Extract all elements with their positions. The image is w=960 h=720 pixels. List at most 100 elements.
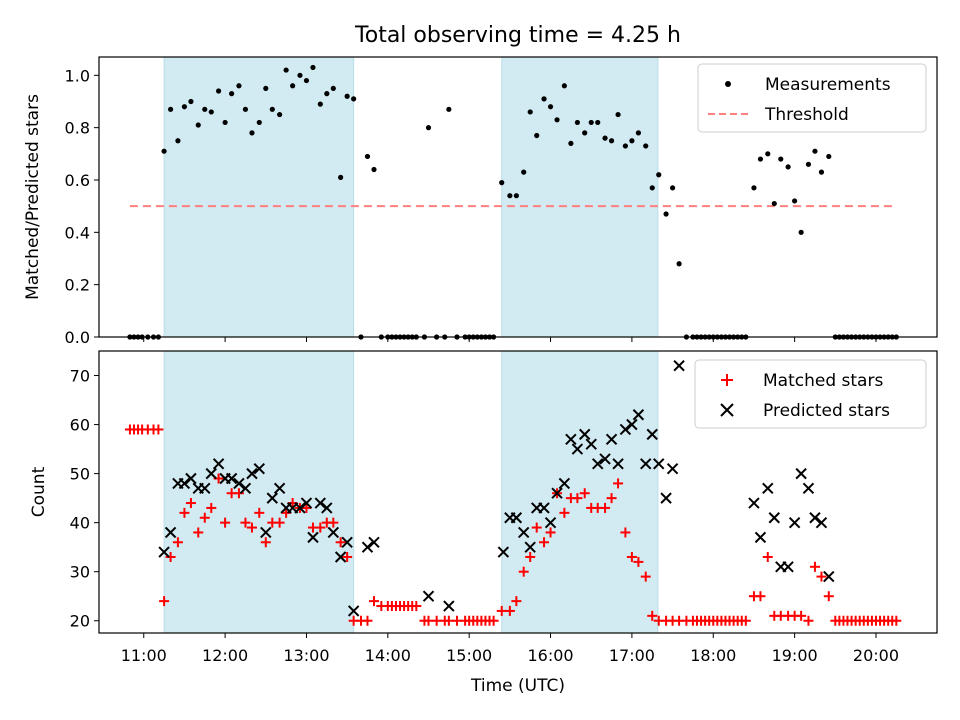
- predicted-star-point: [334, 551, 347, 563]
- matched-star-point: [504, 605, 515, 616]
- measurement-point: [236, 83, 242, 89]
- predicted-star-point: [273, 482, 286, 495]
- matched-star-point: [362, 615, 373, 626]
- matched-star-point: [816, 571, 827, 582]
- measurement-point: [649, 185, 655, 191]
- matched-star-point: [315, 522, 326, 533]
- shaded-interval: [501, 350, 659, 634]
- matched-star-point: [274, 517, 285, 528]
- y-tick-label: 30: [70, 563, 90, 582]
- measurement-point: [371, 166, 377, 173]
- measurement-point: [615, 111, 621, 118]
- predicted-stars-legend-label: Predicted stars: [763, 401, 890, 421]
- measurement-point: [269, 106, 275, 112]
- count-legend: Matched stars Predicted stars: [694, 359, 927, 429]
- predicted-star-point: [266, 492, 279, 504]
- predicted-star-point: [748, 497, 760, 509]
- measurement-point: [778, 156, 784, 162]
- matched-star-point: [199, 512, 210, 523]
- predicted-star-point: [585, 438, 597, 450]
- ratio-panel: 0.0 0.2 0.4 0.6 0.8 1.0 Matched/Predicted sta…: [23, 56, 938, 347]
- measurement-point: [188, 98, 194, 105]
- predicted-star-point: [225, 472, 238, 485]
- matched-star-point: [600, 502, 611, 513]
- measurement-point: [290, 83, 296, 89]
- matched-star-point: [647, 610, 658, 621]
- measurement-point: [256, 119, 262, 126]
- matched-star-point: [153, 424, 164, 435]
- x-tick-label: 14:00: [365, 646, 411, 665]
- measurement-point: [338, 174, 344, 180]
- measurement-point: [344, 93, 350, 99]
- measurement-point: [249, 130, 255, 136]
- count-y-axis-label: Count: [29, 466, 49, 517]
- predicted-star-point: [782, 561, 794, 573]
- predicted-star-point: [632, 409, 645, 421]
- x-axis-label: Time (UTC): [470, 676, 565, 696]
- predicted-star-point: [626, 418, 638, 431]
- measurement-point: [574, 119, 580, 126]
- y-tick-label: 0.0: [65, 328, 90, 347]
- matched-star-point: [762, 551, 773, 562]
- matched-star-point: [803, 615, 814, 626]
- predicted-star-point: [660, 492, 672, 504]
- measurement-point: [175, 138, 181, 144]
- predicted-star-point: [361, 541, 374, 553]
- matched-star-point: [809, 561, 820, 572]
- predicted-star-point: [823, 570, 835, 583]
- matched-star-point: [233, 488, 244, 499]
- predicted-star-point: [341, 536, 353, 548]
- measurement-point: [242, 106, 249, 112]
- matched-star-point: [281, 507, 292, 518]
- predicted-star-point: [579, 428, 591, 441]
- matched-star-point: [511, 596, 522, 607]
- ratio-y-ticks: 0.0 0.2 0.4 0.6 0.8 1.0: [65, 66, 99, 347]
- matched-stars-legend-label: Matched stars: [763, 371, 883, 391]
- predicted-star-point: [673, 360, 685, 372]
- predicted-star-point: [666, 462, 679, 475]
- measurement-point: [303, 77, 310, 84]
- measurement-point: [643, 143, 649, 149]
- y-tick-label: 1.0: [65, 66, 90, 85]
- matched-star-point: [559, 507, 570, 518]
- measurement-point: [364, 153, 371, 160]
- measurement-point: [595, 119, 601, 126]
- predicted-star-point: [815, 516, 828, 529]
- count-panel: 20 30 40 50 60 70 11:00 12:00 13:00 14:00 15:00 16…: [29, 350, 938, 696]
- measurement-point: [588, 119, 594, 126]
- shaded-interval: [163, 56, 355, 338]
- predicted-star-point: [327, 526, 340, 539]
- ratio-panel-frame: [98, 56, 938, 338]
- y-tick-label: 0.2: [65, 276, 90, 295]
- predicted-star-point: [795, 467, 807, 480]
- measurement-point: [656, 172, 662, 178]
- measurement-point: [310, 64, 316, 71]
- y-tick-label: 0.4: [65, 223, 90, 242]
- matched-star-point: [518, 566, 529, 577]
- x-tick-label: 13:00: [283, 646, 329, 665]
- measurement-point: [317, 101, 323, 107]
- measurement-point: [507, 193, 513, 199]
- measurement-point: [499, 180, 505, 186]
- matched-star-point: [525, 551, 536, 562]
- measurement-point: [513, 193, 519, 199]
- ratio-x-ticks: [143, 337, 877, 342]
- measurement-point: [541, 96, 547, 102]
- measurement-point: [534, 132, 540, 139]
- measurement-point: [554, 117, 560, 123]
- measurement-point: [297, 72, 303, 78]
- predicted-star-point: [422, 590, 435, 602]
- matched-star-point: [539, 537, 550, 548]
- measurement-point: [785, 164, 791, 170]
- measurement-point: [527, 109, 533, 115]
- matched-star-point: [545, 527, 556, 538]
- matched-star-point: [368, 596, 379, 607]
- matched-star-point: [342, 551, 353, 562]
- ratio-y-axis-label: Matched/Predicted stars: [23, 94, 43, 300]
- predicted-star-point: [260, 526, 272, 539]
- matched-star-point: [165, 551, 176, 562]
- shaded-interval: [163, 350, 355, 634]
- predicted-star-point: [368, 536, 380, 548]
- measurement-point: [757, 156, 764, 162]
